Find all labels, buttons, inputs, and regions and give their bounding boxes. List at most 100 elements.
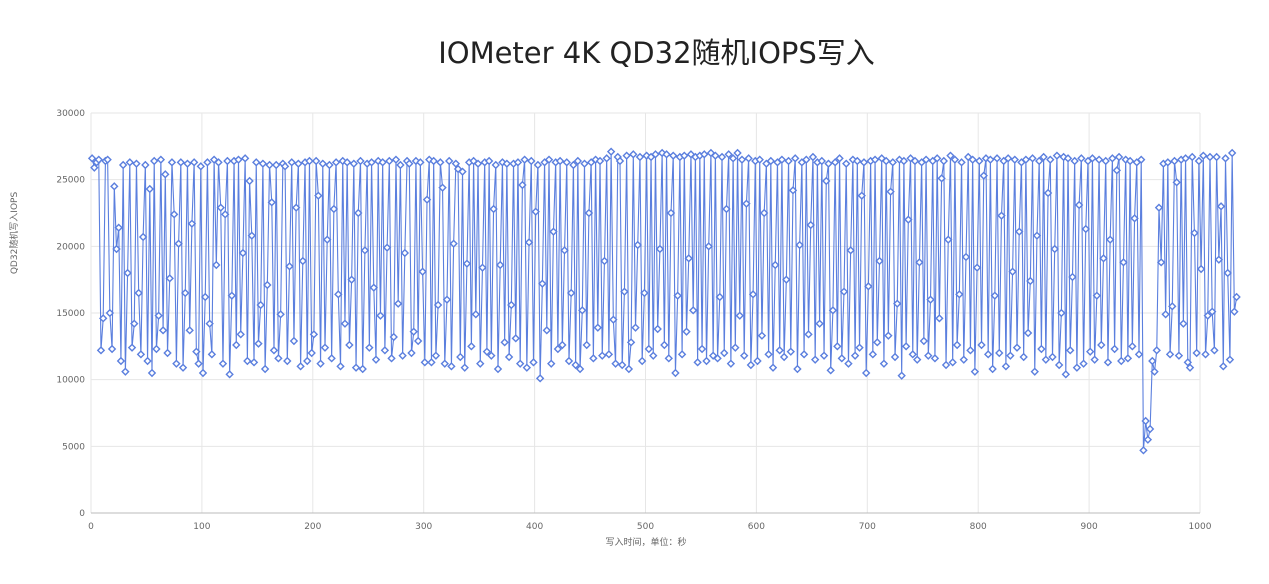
data-point [276, 310, 285, 319]
data-point [405, 159, 414, 168]
data-point [899, 156, 909, 166]
data-point [926, 295, 935, 304]
data-point [342, 158, 352, 167]
data-point [1079, 359, 1088, 368]
data-point [939, 156, 949, 166]
data-point [1072, 363, 1082, 372]
data-point [706, 148, 716, 158]
data-point [708, 351, 718, 360]
data-point [1001, 362, 1011, 371]
data-point [660, 340, 669, 350]
data-point [1099, 254, 1108, 263]
data-point [1210, 346, 1219, 355]
data-point [771, 260, 780, 270]
data-point [269, 346, 279, 355]
data-point [396, 160, 405, 170]
data-point [535, 374, 545, 383]
data-point [677, 350, 687, 359]
data-point [890, 352, 900, 362]
data-point [609, 315, 618, 324]
data-point [263, 280, 272, 290]
data-point [990, 291, 1000, 300]
data-point [1077, 154, 1086, 163]
data-point [932, 154, 942, 163]
data-point [285, 262, 294, 271]
data-point [136, 350, 146, 359]
data-point [194, 359, 203, 368]
data-point [620, 287, 629, 296]
data-point [1046, 155, 1055, 164]
data-point [637, 356, 647, 366]
data-point [870, 155, 880, 164]
data-point [345, 340, 354, 350]
data-point [1070, 156, 1079, 166]
data-point [810, 355, 820, 364]
data-point [897, 371, 906, 380]
data-point [96, 346, 106, 355]
data-point [462, 259, 472, 268]
data-point [826, 366, 835, 375]
data-point [717, 152, 727, 162]
data-point [187, 219, 197, 228]
data-point [538, 279, 547, 288]
data-point [720, 348, 729, 358]
data-point [422, 195, 432, 204]
data-point [265, 160, 274, 170]
data-point [569, 160, 578, 170]
data-point [94, 155, 103, 164]
data-point [407, 348, 416, 358]
data-point [1174, 351, 1184, 360]
data-point [318, 159, 327, 168]
data-point [664, 354, 673, 363]
data-point [1015, 227, 1024, 236]
data-point [819, 351, 829, 360]
data-point [748, 290, 758, 299]
data-point [724, 150, 733, 159]
data-point [236, 330, 245, 339]
data-point [571, 360, 580, 370]
data-point [425, 155, 434, 164]
data-point [165, 274, 174, 283]
data-point [1123, 354, 1133, 363]
data-point [862, 368, 871, 378]
data-point [147, 368, 157, 378]
data-point [331, 158, 341, 167]
data-point [378, 158, 387, 167]
data-point [893, 299, 902, 308]
data-point [567, 288, 576, 298]
data-point [427, 358, 436, 367]
data-point [398, 351, 407, 360]
chart-title: IOMeter 4K QD32随机IOPS写入 [438, 36, 875, 70]
data-point [1112, 166, 1122, 175]
data-point [449, 239, 458, 248]
data-point [1165, 350, 1175, 359]
data-point [669, 151, 678, 160]
data-point [1057, 308, 1066, 318]
data-point [1150, 367, 1159, 376]
data-point [196, 162, 205, 171]
data-point [704, 242, 713, 251]
x-tick-label: 1000 [1189, 522, 1212, 532]
data-point [910, 156, 920, 166]
data-point [983, 350, 993, 359]
data-point [768, 363, 778, 372]
data-point [997, 211, 1006, 220]
data-point [640, 288, 649, 298]
data-point [382, 243, 392, 252]
data-point [591, 155, 600, 164]
data-point [793, 364, 802, 374]
data-point [1183, 358, 1192, 367]
data-point [1008, 267, 1017, 276]
tick-labels: 0 5000 10000 15000 20000 25000 30000 0 100 200 300… [56, 109, 1211, 532]
data-point [132, 159, 141, 168]
data-point [1037, 344, 1046, 354]
data-point [351, 363, 361, 372]
data-point [728, 154, 738, 163]
data-point [611, 359, 620, 368]
data-point [1074, 200, 1084, 210]
data-point [367, 158, 376, 167]
data-point [1032, 231, 1042, 240]
data-point [682, 327, 691, 336]
data-point [593, 323, 603, 332]
data-point [116, 356, 126, 366]
